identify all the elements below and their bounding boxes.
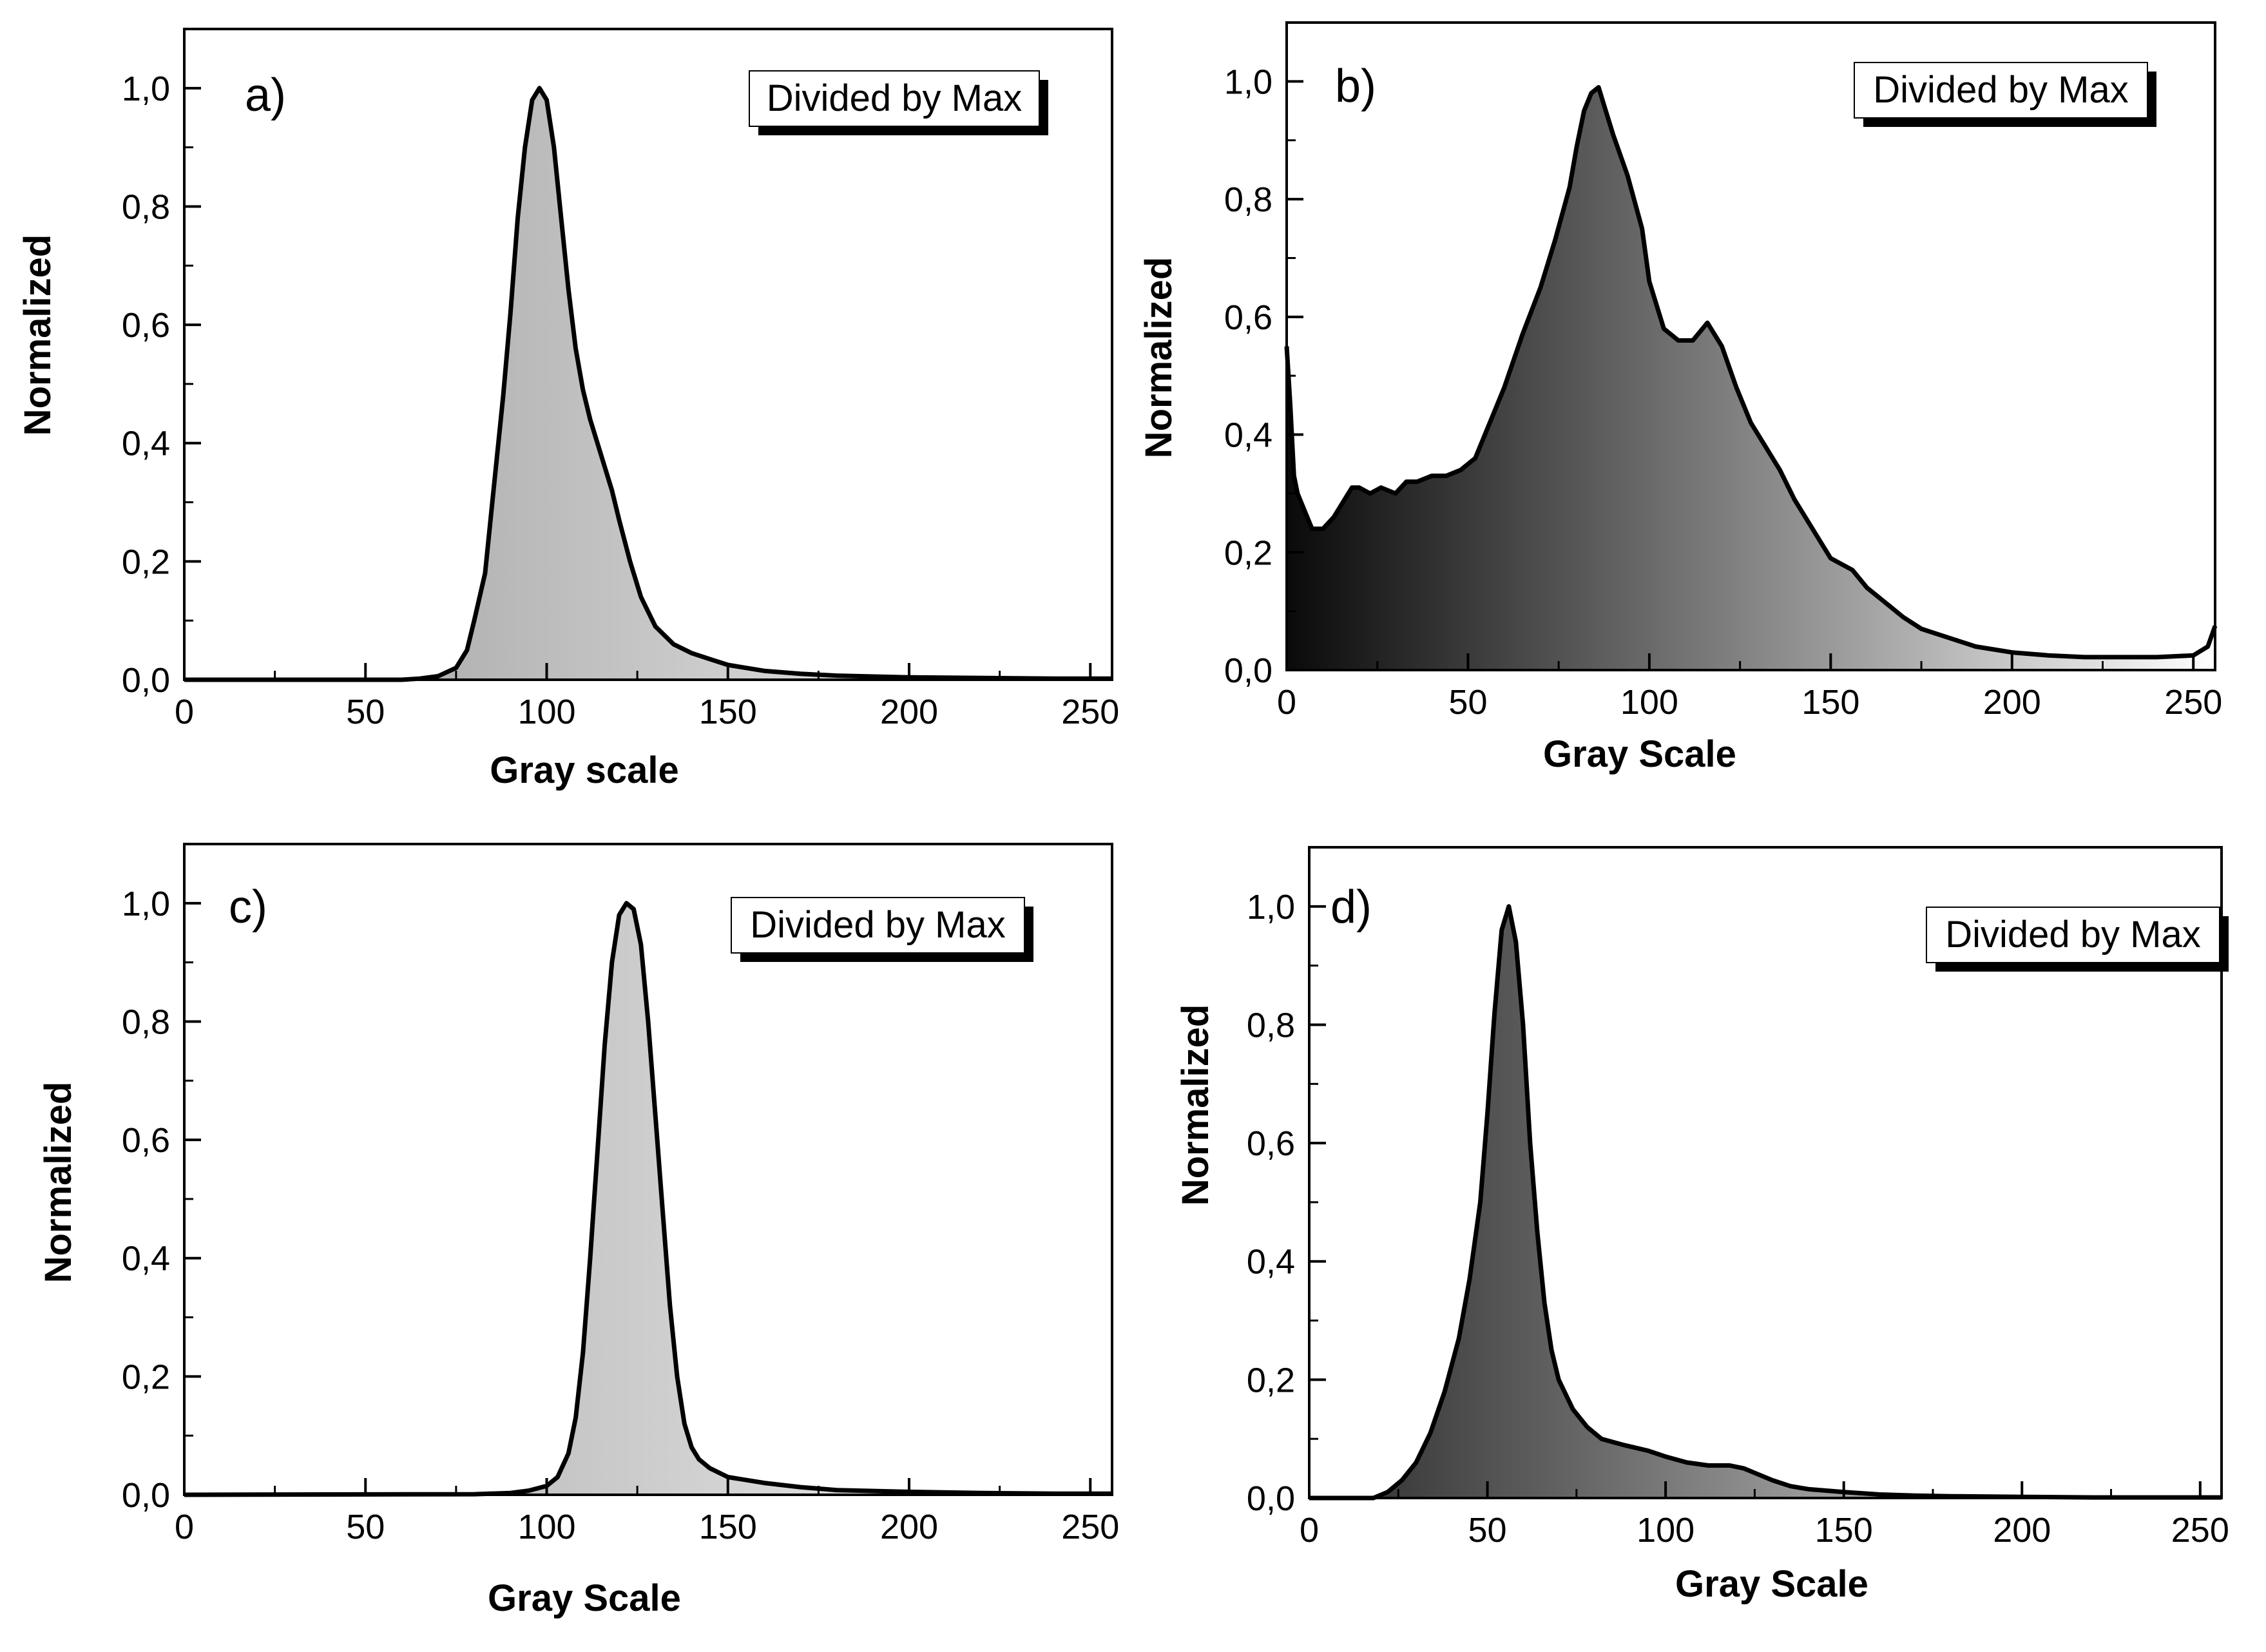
x-tick-label-c: 150 [699,1508,757,1546]
legend-label-c: Divided by Max [750,904,1005,946]
legend-box-c [731,897,1025,954]
y-axis-label-a: Normalized [17,235,59,436]
y-tick-label-c: 0,6 [122,1121,170,1160]
x-tick-label-d: 0 [1300,1511,1319,1550]
y-tick-label-d: 0,4 [1247,1243,1295,1282]
panel-label-d: d) [1330,881,1372,933]
x-tick-label-c: 100 [517,1508,575,1546]
panel-a: 0,0 0,2 0,4 0,6 0,8 1,0 0 50 100 150 200 250 Gray sc… [17,28,1119,791]
y-tick-label-a: 0,6 [122,306,170,345]
y-tick-label-a: 0,0 [122,661,170,700]
y-tick-label-d: 0,6 [1247,1124,1295,1163]
x-tick-label-c: 250 [1061,1508,1119,1546]
x-tick-label-b: 100 [1620,683,1678,722]
y-tick-label-b: 0,8 [1224,180,1272,219]
y-tick-label-c: 1,0 [122,885,170,923]
x-tick-label-d: 50 [1468,1511,1507,1550]
y-tick-label-d: 0,2 [1247,1361,1295,1399]
plot-frame-a [183,28,1113,681]
y-tick-label-b: 0,0 [1224,651,1272,690]
series-line-c-0 [184,901,1112,1497]
legend-label-d: Divided by Max [1945,914,2200,956]
x-tick-label-c: 50 [346,1508,385,1546]
x-tick-label-c: 0 [175,1508,194,1546]
y-tick-label-b: 0,6 [1224,298,1272,337]
y-tick-label-c: 0,0 [122,1476,170,1515]
y-tick-label-b: 0,4 [1224,416,1272,455]
series-line-b-0 [1284,85,2218,660]
x-axis-label-b: Gray Scale [1543,733,1736,775]
x-tick-label-d: 200 [1993,1511,2051,1550]
x-tick-label-b: 200 [1983,683,2041,722]
x-tick-label-a: 200 [880,693,938,731]
panel-b: 0,0 0,2 0,4 0,6 0,8 1,0 0 50 100 150 200 250 Gray Sc… [1138,21,2222,775]
y-tick-label-c: 0,2 [122,1358,170,1396]
x-tick-label-b: 0 [1277,683,1296,722]
y-tick-label-b: 0,2 [1224,533,1272,572]
y-axis-label-c: Normalized [37,1082,79,1283]
x-tick-label-a: 150 [699,693,757,731]
y-tick-label-b: 1,0 [1224,62,1272,101]
x-tick-label-b: 250 [2164,683,2222,722]
series-area-b-0 [1287,87,2215,670]
x-axis-label-a: Gray scale [490,749,678,791]
x-tick-label-d: 250 [2171,1511,2229,1550]
series-line-a-0 [184,86,1112,682]
y-tick-label-a: 1,0 [122,70,170,108]
y-tick-label-a: 0,2 [122,543,170,581]
y-tick-label-a: 0,8 [122,187,170,226]
x-tick-label-a: 50 [346,693,385,731]
y-axis-label-d: Normalized [1175,1004,1216,1206]
y-tick-label-a: 0,4 [122,425,170,463]
y-tick-label-d: 0,8 [1247,1006,1295,1044]
y-tick-label-d: 0,0 [1247,1479,1295,1518]
legend-label-b: Divided by Max [1873,69,2128,111]
legend-box-b [1854,62,2148,119]
x-axis-label-d: Gray Scale [1675,1563,1868,1605]
series-area-d-0 [1309,906,2222,1498]
panel-c: 0,0 0,2 0,4 0,6 0,8 1,0 0 50 100 150 200 250 Gray Sc… [37,843,1119,1619]
legend-box-d [1926,907,2220,963]
series-area-c-0 [184,903,1112,1495]
panel-label-b: b) [1335,61,1376,112]
y-tick-label-c: 0,8 [122,1003,170,1041]
x-tick-label-d: 100 [1637,1511,1695,1550]
x-tick-label-a: 250 [1061,693,1119,731]
plot-frame-d [1308,846,2223,1499]
y-tick-label-d: 1,0 [1247,888,1295,927]
panel-label-a: a) [245,70,286,121]
legend-label-a: Divided by Max [767,77,1022,119]
x-tick-label-a: 100 [517,693,575,731]
x-tick-label-a: 0 [175,693,194,731]
legend-box-a [749,70,1040,127]
x-tick-label-b: 50 [1448,683,1487,722]
x-tick-label-c: 200 [880,1508,938,1546]
x-tick-label-b: 150 [1801,683,1859,722]
x-axis-label-c: Gray Scale [488,1577,681,1619]
panel-label-c: c) [229,881,267,933]
panel-d: 0,0 0,2 0,4 0,6 0,8 1,0 0 50 100 150 200 250 Gray Sc… [1175,846,2229,1605]
x-tick-label-d: 150 [1815,1511,1873,1550]
plot-frame-b [1285,21,2216,671]
y-tick-label-c: 0,4 [122,1240,170,1278]
series-area-a-0 [184,88,1112,680]
plot-frame-c [183,843,1113,1496]
y-axis-label-b: Normalized [1138,257,1180,459]
